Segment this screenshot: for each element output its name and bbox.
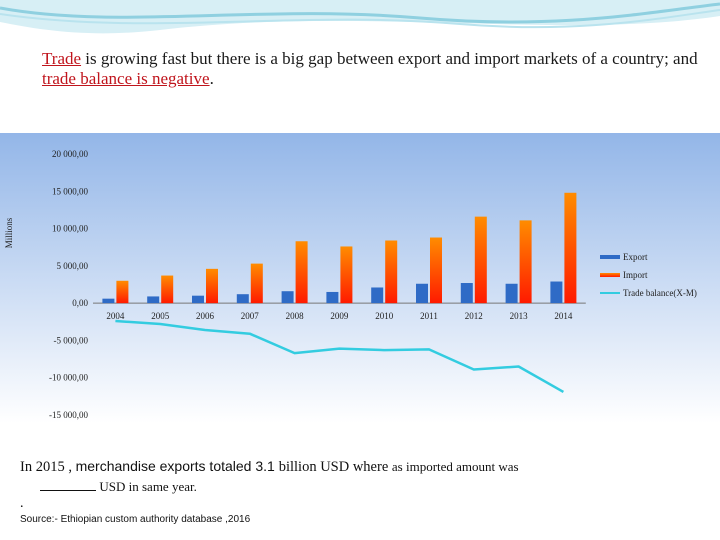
legend-label-1: Import xyxy=(623,270,648,280)
export-bar-2012 xyxy=(460,283,473,304)
y-axis-label: Millions xyxy=(4,217,14,248)
answer-blank[interactable] xyxy=(40,478,96,491)
import-bar-2012 xyxy=(474,216,487,304)
note-part5: USD in same year. xyxy=(99,479,197,494)
note-part2: merchandise exports totaled 3.1 xyxy=(75,458,279,474)
import-bar-2014 xyxy=(564,192,577,304)
x-tick-label-2007: 2007 xyxy=(241,311,260,321)
title-trade: Trade xyxy=(42,49,82,68)
x-tick-label-2006: 2006 xyxy=(196,311,215,321)
export-bar-2007 xyxy=(236,294,249,304)
export-bar-2006 xyxy=(192,295,204,304)
export-bar-2014 xyxy=(550,281,563,304)
import-bar-2008 xyxy=(295,241,308,304)
x-tick-label-2013: 2013 xyxy=(510,311,529,321)
y-tick-label: -15 000,00 xyxy=(49,410,88,420)
y-tick-label: 15 000,00 xyxy=(52,186,89,196)
export-bar-2005 xyxy=(147,296,160,304)
note-text: In 2015 , merchandise exports totaled 3.… xyxy=(20,457,710,496)
plot-area-background xyxy=(0,133,720,423)
source-note: Source:- Ethiopian custom authority data… xyxy=(20,514,251,525)
y-tick-label: 5 000,00 xyxy=(57,261,89,271)
title-body: is growing fast but there is a big gap b… xyxy=(81,49,698,68)
slide-title: Trade is growing fast but there is a big… xyxy=(42,49,702,89)
bullet-dot: . xyxy=(20,496,24,511)
y-tick-label: 10 000,00 xyxy=(52,224,89,234)
legend-swatch-2 xyxy=(600,292,620,294)
import-bar-2007 xyxy=(250,263,263,304)
import-bar-2004 xyxy=(116,280,129,304)
y-tick-label: 0,00 xyxy=(72,298,88,308)
note-part4: as imported amount was xyxy=(391,459,519,474)
export-bar-2010 xyxy=(371,287,384,304)
x-tick-label-2004: 2004 xyxy=(106,311,125,321)
x-tick-label-2008: 2008 xyxy=(286,311,305,321)
title-negative-balance: trade balance is negative xyxy=(42,69,210,88)
legend-swatch-1 xyxy=(600,273,620,277)
import-bar-2013 xyxy=(519,220,532,304)
x-tick-label-2014: 2014 xyxy=(554,311,573,321)
title-period: . xyxy=(209,69,214,88)
import-bar-2010 xyxy=(385,240,398,304)
import-bar-2011 xyxy=(430,237,442,304)
trade-balance-line xyxy=(115,319,565,393)
legend-swatch-0 xyxy=(600,255,620,259)
import-bar-2005 xyxy=(161,275,174,304)
x-tick-label-2010: 2010 xyxy=(375,311,394,321)
x-tick-label-2011: 2011 xyxy=(420,311,438,321)
x-tick-label-2005: 2005 xyxy=(151,311,170,321)
export-bar-2008 xyxy=(281,291,294,304)
export-bar-2009 xyxy=(326,291,339,304)
y-tick-label: 20 000,00 xyxy=(52,149,89,159)
x-tick-label-2012: 2012 xyxy=(465,311,483,321)
export-bar-2004 xyxy=(102,298,115,304)
trade-chart: Millions 20 000,00 15 000,00 10 000,00 5 00… xyxy=(0,133,720,423)
legend-label-2: Trade balance(X-M) xyxy=(623,288,697,298)
export-bar-2011 xyxy=(416,283,428,304)
y-tick-label: -10 000,00 xyxy=(49,373,88,383)
y-tick-label: -5 000,00 xyxy=(54,335,89,345)
decorative-wave-header xyxy=(0,0,720,34)
x-tick-label-2009: 2009 xyxy=(330,311,349,321)
note-part1: In 2015 , xyxy=(20,459,76,475)
legend-label-0: Export xyxy=(623,252,648,262)
export-bar-2013 xyxy=(505,283,518,304)
import-bar-2006 xyxy=(206,268,218,304)
note-part3: billion USD where xyxy=(278,459,392,475)
import-bar-2009 xyxy=(340,246,353,304)
